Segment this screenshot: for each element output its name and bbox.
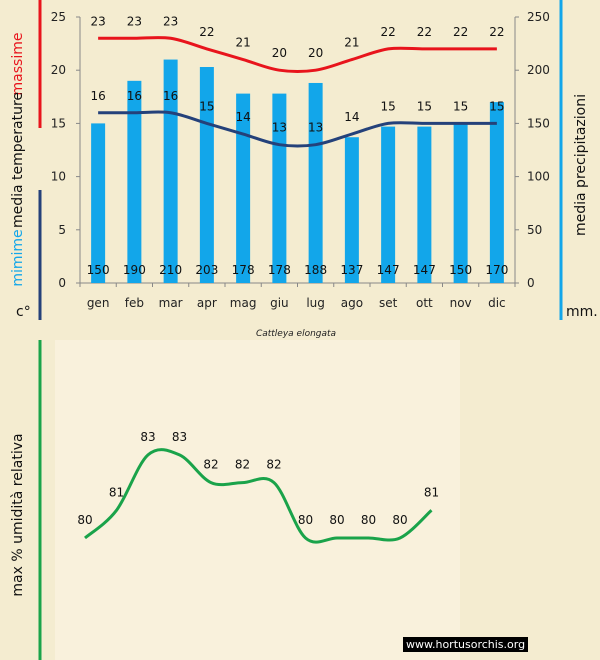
humidity-data-label: 83 (140, 430, 155, 444)
min-temp-data-label: 14 (235, 110, 250, 124)
min-temp-line (98, 110, 497, 148)
right-tick-label: 250 (527, 10, 550, 24)
humidity-data-label: 83 (172, 430, 187, 444)
max-temp-data-label: 23 (127, 14, 142, 28)
min-temp-data-label: 15 (199, 99, 214, 113)
month-label: nov (450, 296, 472, 310)
temperature-axis-title: media temperature (10, 92, 26, 228)
min-temp-data-label: 16 (127, 89, 142, 103)
humidity-data-label: 82 (203, 458, 218, 472)
month-label: apr (197, 296, 217, 310)
right-tick-label: 150 (527, 116, 550, 130)
left-tick-label: 25 (51, 10, 66, 24)
right-tick-label: 50 (527, 223, 542, 237)
month-label: ago (341, 296, 363, 310)
precip-bar (344, 137, 359, 283)
precip-data-label: 147 (413, 263, 436, 277)
precip-bar (91, 123, 106, 284)
humidity-data-label: 82 (266, 458, 281, 472)
min-temp-data-label: 16 (90, 89, 105, 103)
month-label: gen (87, 296, 110, 310)
precip-data-label: 188 (304, 263, 327, 277)
precip-bar (127, 80, 142, 283)
precip-data-label: 137 (340, 263, 363, 277)
humidity-data-label: 80 (392, 513, 407, 527)
right-tick-label: 0 (527, 276, 535, 290)
min-temp-data-label: 15 (380, 99, 395, 113)
precip-bar (489, 102, 504, 284)
right-tick-label: 200 (527, 63, 550, 77)
precip-bar (417, 126, 432, 283)
precip-axis-title: media precipitazioni (573, 94, 589, 236)
max-temp-data-label: 22 (489, 25, 504, 39)
left-tick-label: 5 (58, 223, 66, 237)
month-label: lug (306, 296, 325, 310)
watermark: www.hortusorchis.org (403, 637, 529, 652)
chart-title: Cattleya elongata (256, 329, 336, 339)
precip-data-label: 147 (377, 263, 400, 277)
right-tick-label: 100 (527, 170, 550, 184)
left-tick-label: 0 (58, 276, 66, 290)
humidity-line (84, 448, 433, 544)
left-tick-label: 20 (51, 63, 66, 77)
max-temp-data-label: 20 (308, 46, 323, 60)
min-temp-data-label: 15 (489, 99, 504, 113)
max-temp-data-label: 22 (417, 25, 432, 39)
min-temp-data-label: 15 (453, 99, 468, 113)
precip-data-label: 190 (123, 263, 146, 277)
precip-data-label: 210 (159, 263, 182, 277)
humidity-data-label: 81 (109, 485, 124, 499)
max-temp-data-label: 20 (272, 46, 287, 60)
humidity-chart: max % umidità relativa 80 81 83 83 82 82 82 80 80… (10, 340, 439, 660)
month-label: set (379, 296, 398, 310)
precip-bar (381, 126, 396, 283)
max-temp-data-label: 23 (90, 14, 105, 28)
precip-data-label: 178 (232, 263, 255, 277)
precip-data-label: 178 (268, 263, 291, 277)
max-temp-data-label: 21 (344, 36, 359, 50)
precip-bar (308, 82, 323, 283)
left-tick-label: 15 (51, 116, 66, 130)
humidity-data-label: 82 (235, 458, 250, 472)
precip-bar (236, 93, 251, 283)
min-temp-data-label: 13 (272, 121, 287, 135)
min-temp-data-label: 13 (308, 121, 323, 135)
precip-bar (453, 123, 468, 284)
max-temp-data-label: 21 (235, 36, 250, 50)
humidity-data-label: 80 (361, 513, 376, 527)
min-temp-data-label: 15 (417, 99, 432, 113)
max-temp-data-label: 22 (453, 25, 468, 39)
month-label: mar (159, 296, 183, 310)
humidity-data-label: 80 (298, 513, 313, 527)
mimime-label: mimime (10, 229, 26, 286)
humidity-data-label: 80 (329, 513, 344, 527)
min-temp-data-label: 16 (163, 89, 178, 103)
month-label: mag (230, 296, 257, 310)
precip-bar (272, 93, 287, 283)
humidity-data-label: 80 (77, 513, 92, 527)
humidity-data-label: 81 (424, 485, 439, 499)
massime-label: massime (10, 33, 26, 96)
mm-unit-label: mm. (566, 304, 598, 320)
precip-data-label: 150 (449, 263, 472, 277)
precip-data-label: 203 (195, 263, 218, 277)
month-label: dic (488, 296, 506, 310)
humidity-axis-title: max % umidità relativa (10, 433, 26, 596)
precip-data-label: 170 (485, 263, 508, 277)
precip-bar (163, 59, 178, 284)
month-label: ott (416, 296, 433, 310)
max-temp-data-label: 22 (380, 25, 395, 39)
max-temp-data-label: 22 (199, 25, 214, 39)
month-label: feb (125, 296, 144, 310)
max-temp-data-label: 23 (163, 14, 178, 28)
precip-data-label: 150 (87, 263, 110, 277)
month-label: giu (270, 296, 289, 310)
celsius-unit-label: c° (16, 304, 31, 320)
min-temp-data-label: 14 (344, 110, 359, 124)
left-tick-label: 10 (51, 170, 66, 184)
max-temp-line (98, 36, 497, 74)
humidity-panel (55, 340, 460, 660)
